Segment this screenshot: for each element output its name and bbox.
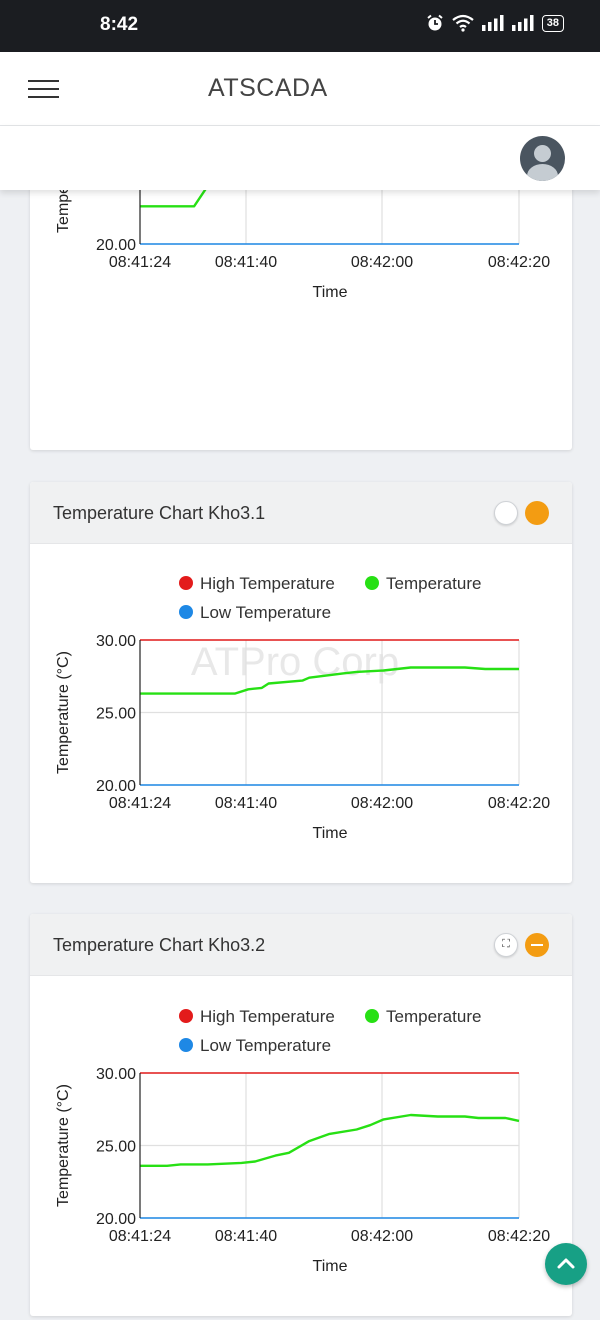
x-tick-label: 08:41:24	[109, 1228, 171, 1245]
battery-indicator: 38	[541, 14, 564, 32]
menu-icon[interactable]	[28, 80, 59, 100]
legend-marker	[179, 1009, 193, 1023]
chart-card-kho3-1: Temperature Chart Kho3.1 High Temperatur…	[30, 482, 572, 883]
temperature-line	[140, 1113, 520, 1168]
chevron-up-icon	[557, 1258, 575, 1269]
y-axis-label: Temperature (°C)	[55, 1084, 72, 1207]
signal-icon	[481, 15, 504, 31]
signal-icon-2	[511, 15, 534, 31]
legend-label: Low Temperature	[200, 1036, 331, 1055]
watermark: ATPro Corp	[191, 640, 399, 684]
legend-marker	[179, 605, 193, 619]
x-tick-label: 08:42:20	[488, 254, 550, 271]
x-tick-label: 08:42:20	[488, 795, 550, 812]
legend-marker	[179, 1038, 193, 1052]
y-tick-label: 25.00	[96, 1139, 136, 1156]
chart-card-kho3: 30.0025.0020.0008:41:2408:41:4008:42:000…	[30, 190, 572, 450]
temperature-line	[140, 190, 207, 208]
status-bar: 8:42 38	[0, 0, 600, 52]
y-tick-label: 20.00	[96, 237, 136, 254]
temperature-chart-0: 30.0025.0020.0008:41:2408:41:4008:42:000…	[55, 190, 550, 301]
y-tick-label: 30.00	[96, 1066, 136, 1083]
y-axis-label: Temperature (°C)	[55, 651, 72, 774]
legend-label: Temperature	[386, 574, 481, 593]
x-tick-label: 08:41:24	[109, 795, 171, 812]
card-tool-button[interactable]	[494, 501, 518, 525]
temperature-chart-1: High Temperature Temperature Low Temperatu…	[55, 574, 550, 842]
y-axis-label: Temperature (°C)	[55, 190, 72, 233]
temperature-line	[140, 666, 519, 695]
x-tick-label: 08:42:20	[488, 1228, 550, 1245]
card-header: Temperature Chart Kho3.2 ⛶	[30, 914, 572, 976]
card-title: Temperature Chart Kho3.2	[53, 935, 266, 955]
alarm-icon	[427, 14, 443, 31]
legend-label: High Temperature	[200, 574, 335, 593]
x-tick-label: 08:41:40	[215, 254, 277, 271]
x-tick-label: 08:42:00	[351, 795, 413, 812]
x-axis-label: Time	[313, 1258, 348, 1275]
scroll-to-top-button[interactable]	[545, 1243, 587, 1285]
app-title: ATSCADA	[208, 74, 328, 102]
dashboard-content[interactable]: 30.0025.0020.0008:41:2408:41:4008:42:000…	[0, 190, 600, 1320]
wifi-icon	[452, 14, 474, 32]
legend-marker	[179, 576, 193, 590]
y-tick-label: 20.00	[96, 1211, 136, 1228]
expand-icon[interactable]: ⛶	[494, 933, 518, 957]
avatar-head-icon	[534, 145, 551, 162]
avatar[interactable]	[520, 136, 565, 181]
y-tick-label: 30.00	[96, 633, 136, 650]
app-header: ATSCADA	[0, 52, 600, 126]
legend-label: High Temperature	[200, 1007, 335, 1026]
legend-marker	[365, 1009, 379, 1023]
x-tick-label: 08:42:00	[351, 1228, 413, 1245]
x-tick-label: 08:41:40	[215, 795, 277, 812]
avatar-body-icon	[527, 164, 558, 181]
collapse-button[interactable]	[525, 933, 549, 957]
temperature-chart-2: High Temperature Temperature Low Temperatu…	[55, 1007, 550, 1275]
y-tick-label: 20.00	[96, 778, 136, 795]
legend-marker	[365, 576, 379, 590]
x-tick-label: 08:42:00	[351, 254, 413, 271]
x-tick-label: 08:41:40	[215, 1228, 277, 1245]
card-title: Temperature Chart Kho3.1	[53, 503, 266, 523]
status-icons: 38	[426, 14, 564, 32]
user-bar	[0, 126, 600, 190]
status-time: 8:42	[100, 14, 139, 35]
chart-card-kho3-2: Temperature Chart Kho3.2 ⛶ High Temperat…	[30, 914, 572, 1316]
y-tick-label: 25.00	[96, 706, 136, 723]
x-axis-label: Time	[313, 284, 348, 301]
x-tick-label: 08:41:24	[109, 254, 171, 271]
x-axis-label: Time	[313, 825, 348, 842]
legend-label: Temperature	[386, 1007, 481, 1026]
card-header: Temperature Chart Kho3.1	[30, 482, 572, 544]
legend-label: Low Temperature	[200, 603, 331, 622]
collapse-button[interactable]	[525, 501, 549, 525]
